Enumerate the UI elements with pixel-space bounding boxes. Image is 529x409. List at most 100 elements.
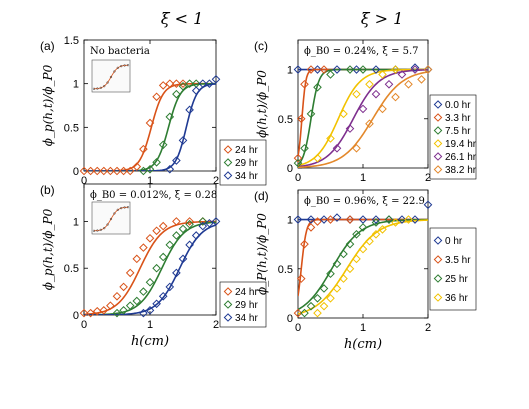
x-tick-label: 2 [425,322,431,334]
data-marker [198,79,208,88]
data-marker [172,268,181,278]
legend-marker [433,165,443,174]
legend-marker [223,158,233,167]
data-marker [326,215,335,224]
data-marker [332,144,342,153]
data-marker [139,243,148,252]
data-marker [185,105,194,115]
data-marker [332,259,342,269]
panel-d: 0 1 2 0 0.5 1 (d) ϕ_P(h,t)/ϕ_P0 h(cm) ϕ_B0 = 0.96… [254,189,477,352]
data-marker [191,86,201,95]
fit-curve-26.1-hr [298,69,428,168]
data-marker [178,81,188,91]
y-tick-label: 0.5 [278,114,293,126]
inset-marker [103,226,106,230]
data-marker [326,294,335,303]
inset-marker [103,84,106,88]
inset-marker [99,228,102,232]
inset-marker [106,81,109,84]
x-tick-label: 0 [81,175,87,187]
inset-marker [106,223,109,226]
data-marker [178,136,188,145]
data-marker [296,274,306,283]
axes-frame [83,39,217,172]
data-marker [211,217,221,226]
data-marker [313,294,322,303]
data-marker [185,79,194,88]
legend-marker [433,255,443,264]
legend-label: 26.1 hr [445,152,477,163]
data-marker [119,306,128,315]
legend-marker [223,287,233,296]
data-marker [345,65,355,74]
data-marker [165,282,175,292]
data-marker [423,200,433,210]
panel-annotation: No bacteria [90,46,150,57]
data-marker [158,291,168,301]
inset-marker [92,87,96,90]
data-marker [296,114,306,124]
axes-frame [297,189,429,319]
data-marker [185,219,194,229]
data-marker [132,296,142,306]
data-marker [371,218,381,227]
inset-marker [123,64,126,67]
panel-label: (a) [40,39,55,53]
data-marker [378,70,387,79]
data-marker [139,308,148,318]
data-marker [139,166,148,176]
data-marker [345,124,355,133]
y-tick-label: 0 [287,163,293,175]
fit-curve-25-hr [298,218,428,311]
x-tick-label: 2 [213,175,219,187]
legend-label: 0 hr [445,236,463,247]
data-marker [365,119,374,128]
data-marker [306,109,316,119]
inset-marker [123,206,126,209]
y-tick-label: 0.5 [64,122,79,134]
data-marker [119,282,128,292]
data-marker [158,81,168,90]
data-marker [293,65,303,74]
fit-curve-34-hr [84,224,216,315]
data-marker [79,166,89,176]
data-marker [86,166,95,176]
legend-box [429,94,477,180]
data-marker [352,89,361,99]
legend-marker [433,126,443,135]
data-marker [211,74,221,84]
data-marker [313,217,322,226]
data-marker [306,223,316,232]
panel-label: (c) [254,39,268,53]
panel-label: (b) [40,183,55,197]
data-marker [112,166,122,176]
legend-box [219,139,267,186]
inset-marker [120,64,123,68]
legend-label: 29 hr [235,300,258,311]
data-marker [358,65,368,74]
fit-curve-24-hr [84,220,216,315]
data-marker [319,284,329,293]
data-marker [326,269,335,278]
data-marker [404,80,413,89]
legend-box [219,281,267,328]
legend-marker [223,313,233,322]
data-marker [92,166,102,176]
inset-marker [116,208,119,212]
data-marker [339,249,348,259]
data-marker [397,215,407,224]
fit-curve-36-hr [298,219,428,315]
data-marker [112,291,122,301]
inset-marker [113,212,116,215]
data-marker [423,65,433,74]
x-axis-label: h(cm) [344,337,382,352]
data-marker [145,233,155,243]
data-marker [79,308,89,318]
data-marker [185,217,194,226]
data-marker [313,65,322,74]
y-tick-label: 0 [73,166,79,178]
x-tick-label: 0 [81,319,87,331]
data-marker [410,215,420,224]
x-tick-label: 2 [213,319,219,331]
inset-curve [93,206,129,232]
